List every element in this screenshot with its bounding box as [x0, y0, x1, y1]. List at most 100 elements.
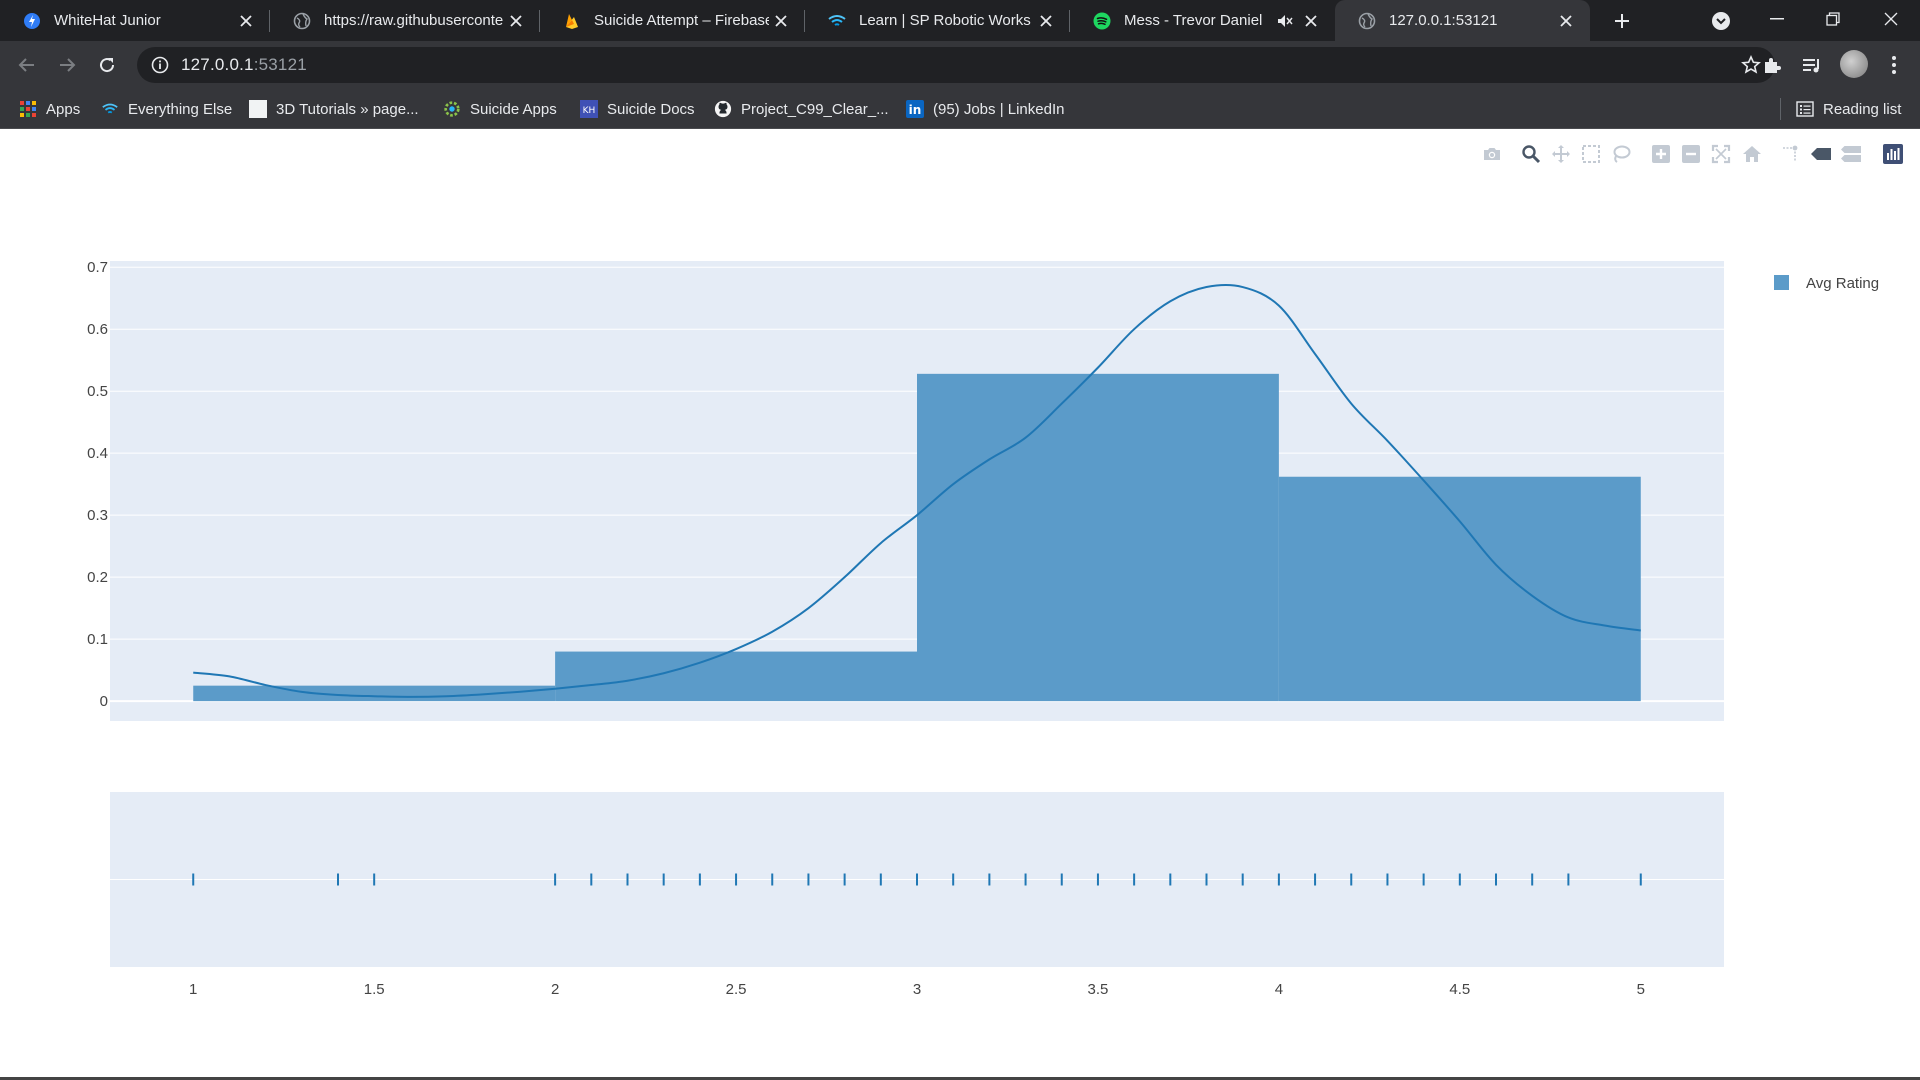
- box-select-icon[interactable]: [1580, 143, 1602, 165]
- minimize-icon[interactable]: [1752, 0, 1802, 38]
- github-icon: [714, 100, 732, 118]
- close-icon[interactable]: [504, 9, 528, 33]
- y-tick-label: 0: [100, 693, 108, 710]
- y-tick-label: 0.6: [87, 321, 108, 338]
- histogram-bar[interactable]: [917, 373, 1279, 702]
- x-tick-label: 4.5: [1449, 981, 1470, 998]
- bookmark-suicide-apps[interactable]: Suicide Apps: [443, 98, 557, 120]
- svg-text:in: in: [909, 103, 922, 117]
- svg-text:KH: KH: [583, 106, 596, 116]
- lasso-icon[interactable]: [1610, 143, 1632, 165]
- legend-label[interactable]: Avg Rating: [1806, 275, 1879, 292]
- tab-title: Suicide Attempt – Firebase: [594, 12, 769, 29]
- url-text: 127.0.0.1:53121: [181, 55, 307, 75]
- tab-spotify[interactable]: Mess - Trevor Daniel: [1070, 0, 1335, 41]
- histogram-bar[interactable]: [1278, 476, 1641, 702]
- bookmark-project-c99[interactable]: Project_C99_Clear_...: [714, 98, 889, 120]
- tab-separator: [1069, 10, 1070, 32]
- close-icon[interactable]: [1554, 9, 1578, 33]
- reset-axes-icon[interactable]: [1741, 143, 1763, 165]
- x-tick-label: 3: [913, 981, 921, 998]
- close-icon[interactable]: [769, 9, 793, 33]
- spike-lines-icon[interactable]: [1779, 143, 1801, 165]
- plotly-logo-icon[interactable]: [1882, 143, 1904, 165]
- app-inventor-icon: [443, 100, 461, 118]
- forward-arrow-icon[interactable]: [52, 51, 82, 79]
- x-tick-label: 2.5: [726, 981, 747, 998]
- legend: Avg Rating: [1774, 275, 1879, 292]
- x-tick-label: 4: [1275, 981, 1283, 998]
- x-tick-label: 3.5: [1088, 981, 1109, 998]
- close-icon[interactable]: [234, 9, 258, 33]
- bookmark-suicide-docs[interactable]: KH Suicide Docs: [580, 98, 695, 120]
- reading-list-label: Reading list: [1823, 100, 1902, 118]
- globe-icon: [292, 11, 312, 31]
- page-bottom-border: [0, 1077, 1920, 1080]
- profile-avatar[interactable]: [1840, 50, 1868, 78]
- x-axis-ticks: 1 1.5 2 2.5 3 3.5 4 4.5 5: [189, 981, 1645, 998]
- bookmark-star-icon[interactable]: [1741, 55, 1761, 80]
- tab-search-chevron-icon[interactable]: [1710, 10, 1732, 32]
- plotly-page: 0 0.1 0.2 0.3 0.4 0.5 0.6 0.7 1 1.5 2 2.5 3 3.5 4 4.5 5…: [0, 129, 1920, 1080]
- bookmarks-separator: [1780, 98, 1781, 120]
- tab-title: https://raw.githubusercontent.com: [324, 12, 504, 29]
- tab-sp-robotic-works[interactable]: Learn | SP Robotic Works: [805, 0, 1070, 41]
- hover-closest-icon[interactable]: [1810, 143, 1832, 165]
- new-tab-plus-icon[interactable]: [1608, 9, 1636, 33]
- pan-icon[interactable]: [1550, 143, 1572, 165]
- extensions-puzzle-icon[interactable]: [1760, 53, 1784, 77]
- globe-icon: [1357, 11, 1377, 31]
- kebab-menu-icon[interactable]: [1882, 53, 1906, 77]
- tab-githubusercontent[interactable]: https://raw.githubusercontent.com: [270, 0, 540, 41]
- site-info-icon[interactable]: [151, 56, 169, 74]
- bookmarks-bar: Apps Everything Else 3D Tutorials » page…: [0, 88, 1920, 129]
- media-queue-icon[interactable]: [1800, 53, 1824, 77]
- histogram-bar[interactable]: [555, 651, 917, 702]
- reading-list-button[interactable]: Reading list: [1796, 98, 1901, 120]
- tab-whitehat-junior[interactable]: WhiteHat Junior: [0, 0, 270, 41]
- tab-title: Mess - Trevor Daniel: [1124, 12, 1263, 29]
- bookmark-label: Suicide Apps: [470, 100, 557, 118]
- hover-compare-icon[interactable]: [1840, 143, 1862, 165]
- zoom-out-icon[interactable]: [1680, 143, 1702, 165]
- x-tick-label: 1: [189, 981, 197, 998]
- x-tick-label: 1.5: [364, 981, 385, 998]
- tab-separator: [804, 10, 805, 32]
- speaker-mute-icon[interactable]: [1277, 14, 1293, 28]
- tab-separator: [539, 10, 540, 32]
- tab-firebase[interactable]: Suicide Attempt – Firebase: [540, 0, 805, 41]
- rug-ticks: [192, 873, 1642, 886]
- zoom-icon[interactable]: [1520, 143, 1542, 165]
- tab-localhost-active[interactable]: 127.0.0.1:53121: [1335, 0, 1590, 41]
- reading-list-icon: [1796, 100, 1814, 118]
- bookmark-label: Project_C99_Clear_...: [741, 100, 889, 118]
- sp-robotic-icon: [101, 100, 119, 118]
- y-tick-label: 0.1: [87, 631, 108, 648]
- y-axis-ticks: 0 0.1 0.2 0.3 0.4 0.5 0.6 0.7: [87, 259, 108, 710]
- bookmark-3d-tutorials[interactable]: 3D Tutorials » page...: [249, 98, 419, 120]
- y-tick-label: 0.2: [87, 569, 108, 586]
- address-bar[interactable]: 127.0.0.1:53121: [137, 47, 1775, 83]
- close-icon[interactable]: [1299, 9, 1323, 33]
- bookmark-label: Suicide Docs: [607, 100, 695, 118]
- bookmark-linkedin-jobs[interactable]: in (95) Jobs | LinkedIn: [906, 98, 1064, 120]
- tab-separator: [269, 10, 270, 32]
- apps-grid-icon: [19, 100, 37, 118]
- back-arrow-icon[interactable]: [12, 51, 42, 79]
- bookmark-everything-else[interactable]: Everything Else: [101, 98, 232, 120]
- tab-title: Learn | SP Robotic Works: [859, 12, 1031, 29]
- autoscale-icon[interactable]: [1710, 143, 1732, 165]
- bookmark-apps[interactable]: Apps: [19, 98, 80, 120]
- tab-strip: WhiteHat Junior https://raw.githubuserco…: [0, 0, 1920, 41]
- zoom-in-icon[interactable]: [1650, 143, 1672, 165]
- window-close-icon[interactable]: [1866, 0, 1916, 38]
- legend-swatch[interactable]: [1774, 275, 1789, 290]
- url-port: :53121: [253, 55, 307, 74]
- spotify-icon: [1092, 11, 1112, 31]
- close-icon[interactable]: [1034, 9, 1058, 33]
- camera-icon[interactable]: [1481, 143, 1503, 165]
- kde-line[interactable]: [193, 283, 1641, 698]
- reload-icon[interactable]: [92, 51, 122, 79]
- restore-icon[interactable]: [1808, 0, 1858, 38]
- y-tick-label: 0.4: [87, 445, 108, 462]
